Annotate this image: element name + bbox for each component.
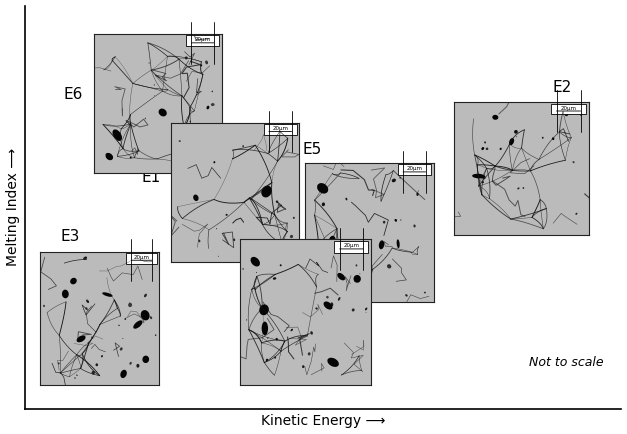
- Text: Not to scale: Not to scale: [529, 355, 604, 368]
- Text: E3: E3: [61, 229, 80, 244]
- Text: E6: E6: [64, 87, 83, 102]
- Y-axis label: Melting Index ⟶: Melting Index ⟶: [6, 148, 19, 266]
- X-axis label: Kinetic Energy ⟶: Kinetic Energy ⟶: [261, 414, 386, 428]
- Text: E2: E2: [553, 80, 572, 95]
- Text: E5: E5: [302, 142, 322, 157]
- Text: E1: E1: [142, 170, 161, 185]
- Text: E4: E4: [237, 217, 256, 232]
